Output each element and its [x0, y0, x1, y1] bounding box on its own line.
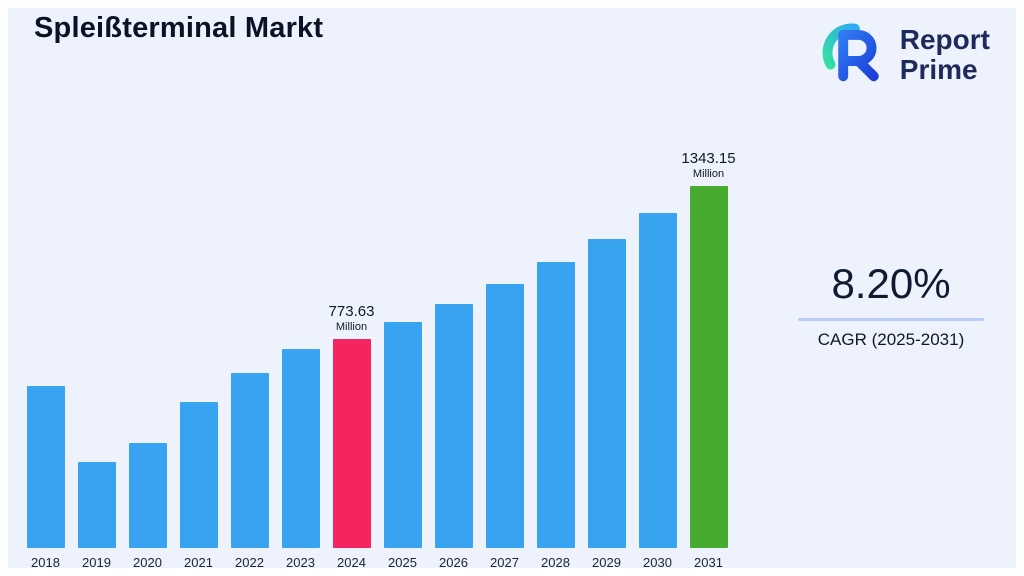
- bar-2023: [281, 349, 320, 548]
- x-axis-label-2020: 2020: [133, 555, 162, 570]
- report-prime-logo-icon: [818, 16, 890, 93]
- bar-2031: [689, 186, 728, 548]
- x-axis-label-2030: 2030: [643, 555, 672, 570]
- cagr-label: CAGR (2025-2031): [817, 330, 965, 349]
- bar-column-2031: 1343.15 Million 2031: [681, 150, 735, 570]
- x-axis-label-2031: 2031: [694, 555, 723, 570]
- logo-word-prime: Prime: [899, 53, 978, 85]
- logo-wordmark: Report Prime: [900, 25, 990, 83]
- bar-column-2020: 2020: [124, 443, 171, 570]
- bar-annotation-2024: 773.63 Million: [329, 303, 375, 333]
- bar-column-2021: 2021: [175, 402, 222, 570]
- bar-column-2023: 2023: [277, 349, 324, 570]
- bar-column-2026: 2026: [430, 304, 477, 570]
- bar-annotation-2031: 1343.15 Million: [681, 150, 735, 180]
- x-axis-label-2025: 2025: [388, 555, 417, 570]
- bar-2028: [536, 262, 575, 548]
- cagr-divider: [798, 318, 984, 321]
- bar-2025: [383, 322, 422, 548]
- bar-column-2019: 2019: [73, 462, 120, 570]
- cagr-value: 8.20%: [831, 260, 951, 307]
- logo-word-report: Report: [899, 24, 990, 56]
- bar-2029: [587, 239, 626, 548]
- bar-2020: [128, 443, 167, 548]
- bar-column-2029: 2029: [583, 239, 630, 570]
- bar-2021: [179, 402, 218, 548]
- bar-column-2030: 2030: [634, 213, 681, 570]
- bar-column-2028: 2028: [532, 262, 579, 570]
- bar-2030: [638, 213, 677, 548]
- cagr-block: 8.20% CAGR (2025-2031): [776, 260, 1006, 350]
- bar-2027: [485, 284, 524, 548]
- bar-column-2022: 2022: [226, 373, 273, 570]
- x-axis-label-2028: 2028: [541, 555, 570, 570]
- report-prime-logo: Report Prime: [818, 16, 990, 93]
- bar-2024: [332, 339, 371, 548]
- annotation-unit-2031: Million: [692, 168, 725, 180]
- bar-column-2018: 2018: [22, 386, 69, 570]
- annotation-value-2031: 1343.15: [681, 150, 736, 167]
- bar-2022: [230, 373, 269, 548]
- x-axis-label-2024: 2024: [337, 555, 366, 570]
- bar-column-2025: 2025: [379, 322, 426, 570]
- x-axis-label-2022: 2022: [235, 555, 264, 570]
- x-axis-label-2019: 2019: [82, 555, 111, 570]
- annotation-unit-2024: Million: [335, 321, 368, 333]
- bar-column-2027: 2027: [481, 284, 528, 570]
- bar-2019: [77, 462, 116, 548]
- bar-column-2024: 773.63 Million 2024: [328, 303, 375, 570]
- bar-chart: 2018 2019 2020 2021 2022 2023 773.63 Million 202…: [22, 120, 736, 570]
- x-axis-label-2023: 2023: [286, 555, 315, 570]
- bar-2026: [434, 304, 473, 548]
- x-axis-label-2029: 2029: [592, 555, 621, 570]
- annotation-value-2024: 773.63: [328, 303, 375, 320]
- x-axis-label-2018: 2018: [31, 555, 60, 570]
- x-axis-label-2027: 2027: [490, 555, 519, 570]
- bar-2018: [26, 386, 65, 548]
- x-axis-label-2026: 2026: [439, 555, 468, 570]
- page-title: Spleißterminal Markt: [34, 12, 324, 44]
- x-axis-label-2021: 2021: [184, 555, 213, 570]
